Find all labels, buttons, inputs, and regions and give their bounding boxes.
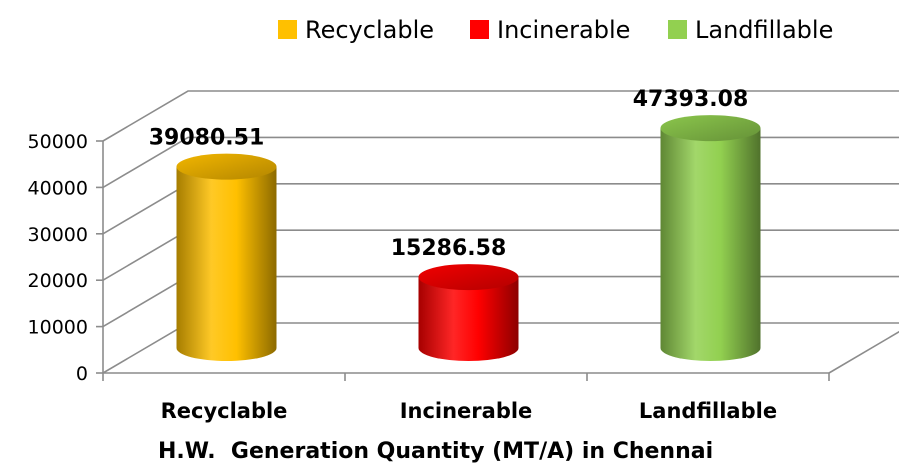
bars: [176, 115, 761, 361]
legend-item: Incinerable: [470, 16, 630, 44]
y-tick-label: 40000: [28, 177, 88, 199]
data-label: 47393.08: [633, 87, 749, 112]
bar-top: [418, 264, 519, 291]
x-tick-label: Landfillable: [639, 399, 777, 423]
x-tick-label: Recyclable: [161, 399, 288, 423]
legend-label: Incinerable: [497, 16, 630, 44]
bar-incinerable: [418, 264, 519, 361]
chart-title: H.W. Generation Quantity (MT/A) in Chenn…: [158, 439, 713, 464]
y-tick-label: 30000: [28, 224, 88, 246]
bar-top: [176, 153, 277, 180]
x-tick-label: Incinerable: [400, 399, 533, 423]
legend-label: Recyclable: [305, 16, 434, 44]
y-tick-label: 20000: [28, 270, 88, 292]
gridline: [102, 90, 899, 142]
legend-swatch: [668, 20, 687, 39]
bar-recyclable: [176, 153, 277, 361]
floor-edge: [828, 330, 899, 374]
data-label: 15286.58: [391, 236, 507, 261]
y-tick-label: 0: [76, 363, 88, 385]
bar-body: [176, 166, 277, 361]
legend-item: Landfillable: [668, 16, 833, 44]
bar-body: [660, 128, 761, 361]
bar-body: [418, 277, 519, 361]
y-tick-label: 50000: [28, 131, 88, 153]
legend-item: Recyclable: [278, 16, 434, 44]
legend-swatch: [470, 20, 489, 39]
legend-swatch: [278, 20, 297, 39]
legend: Recyclable Incinerable Landfillable: [278, 16, 833, 44]
data-label: 39080.51: [149, 126, 265, 151]
legend-label: Landfillable: [695, 16, 833, 44]
bar-top: [660, 115, 761, 142]
axes: 0 10000 20000 30000 40000 50000 Recyclable Inci…: [28, 131, 830, 423]
bar-landfillable: [660, 115, 761, 361]
labels: 39080.51 15286.58 47393.08: [149, 87, 749, 261]
y-tick-label: 10000: [28, 317, 88, 339]
